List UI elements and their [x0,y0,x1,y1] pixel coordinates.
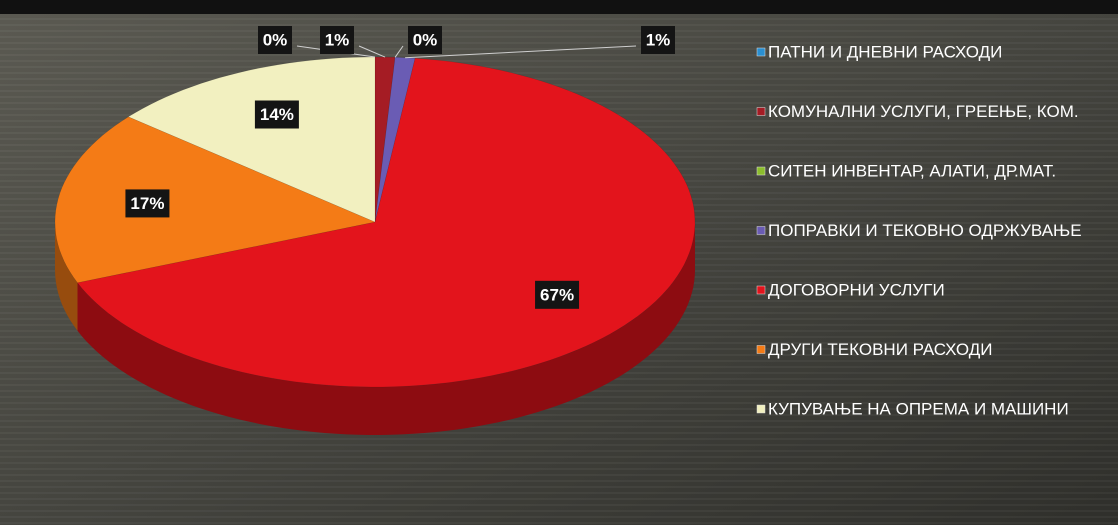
legend-label: ДОГОВОРНИ УСЛУГИ [768,280,945,299]
value-label-box [254,100,299,129]
legend-swatch [756,345,766,354]
value-label: 0% [263,30,288,49]
value-label-box [641,26,675,54]
slice [127,56,376,223]
slice-side [55,222,78,331]
slice-side [77,222,695,435]
value-label: 1% [646,30,671,49]
legend-label: КОМУНАЛНИ УСЛУГИ, ГРЕЕЊЕ, КОМ. [768,102,1079,121]
value-label: 17% [130,194,164,213]
value-label-box [258,26,292,54]
value-label-box [408,26,442,54]
legend-swatch [756,404,766,414]
leader-line [358,45,386,58]
value-label: 67% [540,285,574,304]
value-label-box [535,280,580,309]
slice [54,116,376,283]
value-label: 0% [413,30,438,49]
value-label-box [320,26,354,54]
value-label: 14% [260,105,294,124]
top-border [0,0,1118,14]
value-label: 1% [325,30,350,49]
legend-label: КУПУВАЊЕ НА ОПРЕМА И МАШИНИ [768,399,1069,418]
legend-swatch [756,107,766,116]
legend-swatch [756,47,766,57]
legend-swatch [756,166,766,176]
legend-label: СИТЕН ИНВЕНТАР, АЛАТИ, ДР.МАТ. [768,161,1056,180]
legend-label: ДРУГИ ТЕКОВНИ РАСХОДИ [768,340,993,359]
value-label-box [125,189,170,218]
leader-line [394,45,404,58]
legend-swatch [756,226,766,235]
legend-label: ПАТНИ И ДНЕВНИ РАСХОДИ [768,42,1002,61]
legend-swatch [756,285,766,295]
legend-label: ПОПРАВКИ И ТЕКОВНО ОДРЖУВАЊЕ [768,221,1082,240]
leader-line [405,45,637,59]
